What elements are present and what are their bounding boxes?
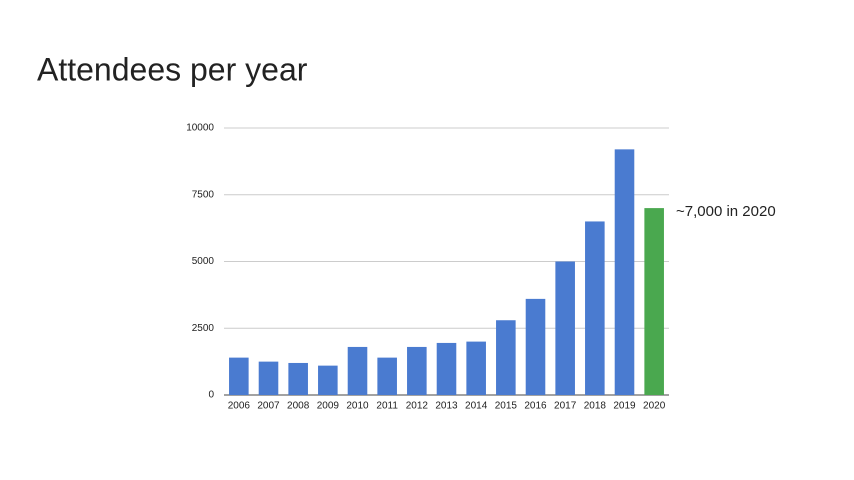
bar: [585, 221, 605, 395]
y-tick-label: 7500: [192, 189, 215, 200]
bar: [288, 362, 308, 395]
bar: [229, 357, 249, 395]
x-tick-label: 2009: [317, 401, 340, 412]
bar: [644, 208, 664, 395]
y-tick-label: 10000: [186, 123, 214, 134]
bar: [555, 261, 575, 395]
x-tick-label: 2014: [465, 401, 488, 412]
bar: [318, 365, 338, 395]
x-tick-label: 2010: [346, 401, 369, 412]
x-tick-label: 2006: [228, 401, 251, 412]
bar: [466, 341, 486, 395]
x-tick-label: 2019: [613, 401, 636, 412]
y-tick-label: 2500: [192, 323, 215, 334]
slide-title: Attendees per year: [37, 51, 308, 87]
bar: [258, 361, 279, 395]
x-tick-label: 2016: [524, 401, 547, 412]
x-tick-label: 2012: [406, 401, 429, 412]
x-tick-label: 2015: [495, 401, 518, 412]
x-tick-label: 2020: [643, 401, 666, 412]
bar: [614, 149, 635, 395]
x-tick-label: 2007: [257, 401, 280, 412]
bar: [347, 346, 368, 395]
y-tick-label: 5000: [192, 256, 215, 267]
x-tick-label: 2011: [376, 401, 398, 412]
bar: [525, 298, 546, 395]
bar: [496, 320, 516, 395]
x-tick-label: 2017: [554, 401, 577, 412]
bar: [436, 342, 457, 395]
bar: [377, 357, 397, 395]
x-tick-label: 2008: [287, 401, 310, 412]
x-tick-label: 2018: [584, 401, 607, 412]
bar: [407, 346, 427, 395]
y-tick-label: 0: [208, 390, 214, 401]
x-tick-label: 2013: [435, 401, 458, 412]
annotation: ~7,000 in 2020: [676, 203, 776, 220]
